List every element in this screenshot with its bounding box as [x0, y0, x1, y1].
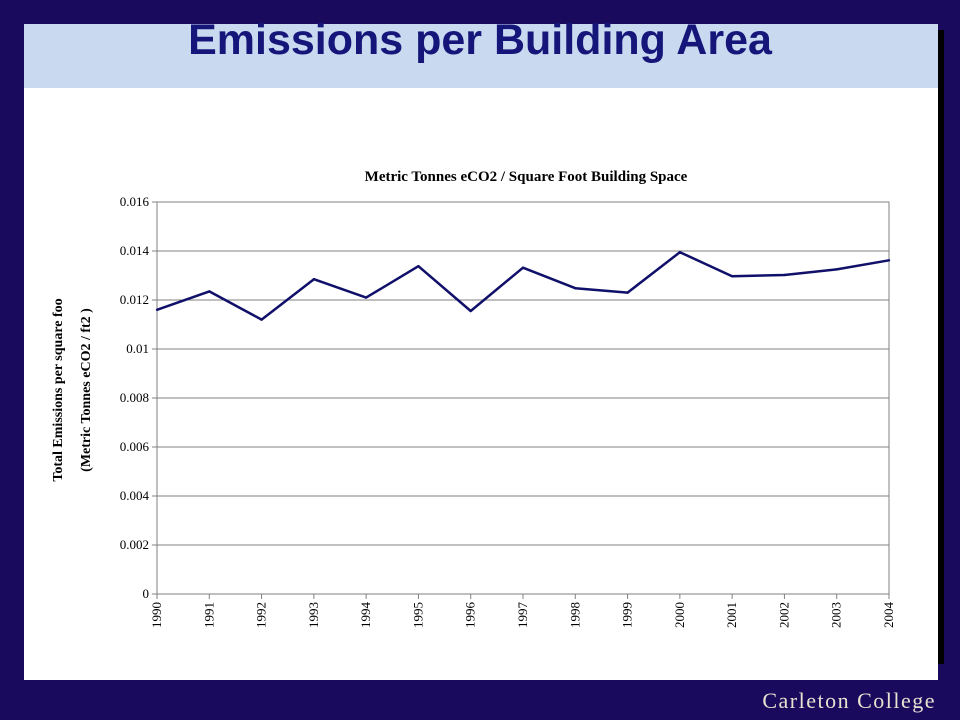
y-axis-ticks: 0 0.002 0.004 0.006 0.008 0.01 0.012 0.014 0.016 — [120, 194, 157, 601]
y-axis-label: Total Emissions per square foo (Metric T… — [51, 298, 94, 481]
title-band — [24, 24, 938, 88]
x-tick-label: 2000 — [672, 602, 687, 628]
x-tick-label: 2003 — [829, 602, 844, 628]
x-tick-label: 1991 — [201, 602, 216, 628]
data-point — [574, 287, 577, 290]
x-tick-label: 2004 — [881, 602, 896, 629]
chart-title: Metric Tonnes eCO2 / Square Foot Buildin… — [365, 169, 688, 185]
y-tick-label: 0.01 — [126, 341, 149, 356]
data-point — [155, 308, 159, 311]
y-tick-label: 0.004 — [120, 488, 150, 503]
data-point — [521, 266, 525, 269]
x-tick-label: 1992 — [254, 602, 269, 628]
data-point — [835, 268, 838, 271]
x-tick-label: 2001 — [724, 602, 739, 628]
x-tick-label: 1995 — [410, 602, 425, 628]
y-tick-label: 0.014 — [120, 243, 150, 258]
series-line — [156, 250, 890, 321]
y-tick-label: 0.006 — [120, 439, 150, 454]
data-point — [417, 264, 420, 268]
x-tick-label: 1994 — [358, 602, 373, 629]
y-tick-label: 0 — [143, 586, 150, 601]
data-point — [364, 296, 368, 299]
data-point — [783, 273, 786, 277]
x-tick-label: 1997 — [515, 602, 530, 629]
x-tick-label: 1999 — [620, 602, 635, 628]
x-tick-label: 1998 — [567, 602, 582, 628]
data-point — [312, 277, 316, 281]
gridlines — [157, 201, 889, 595]
y-tick-label: 0.016 — [120, 194, 150, 209]
y-axis-label-line-1: Total Emissions per square foo — [51, 298, 66, 481]
college-name: Carleton College — [762, 688, 936, 713]
y-tick-label: 0.002 — [120, 537, 149, 552]
slide-title: Emissions per Building Area — [188, 16, 772, 64]
x-tick-label: 1996 — [463, 602, 478, 629]
x-axis-ticks: 1990 1991 1992 1993 1994 1995 1996 1997 1998 1999… — [149, 594, 896, 628]
slide-canvas — [24, 24, 938, 680]
series-points — [155, 251, 891, 321]
data-point — [260, 318, 263, 321]
data-point — [626, 291, 629, 294]
data-point — [730, 275, 734, 278]
y-tick-label: 0.008 — [120, 390, 149, 405]
y-axis-label-line-2: (Metric Tonnes eCO2 / ft2 ) — [79, 308, 94, 472]
data-point — [208, 290, 211, 293]
y-tick-label: 0.012 — [120, 292, 149, 307]
data-point — [469, 309, 472, 313]
x-tick-label: 2002 — [776, 602, 791, 628]
data-point — [678, 251, 682, 254]
data-point — [887, 259, 891, 262]
x-tick-label: 1990 — [149, 602, 164, 628]
x-tick-label: 1993 — [306, 602, 321, 628]
